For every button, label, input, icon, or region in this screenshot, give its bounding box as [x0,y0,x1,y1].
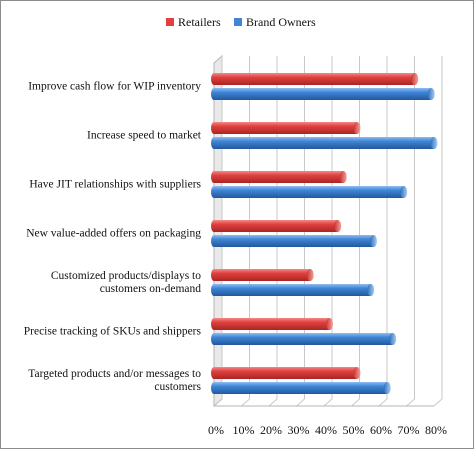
bar-cap [353,367,361,379]
bar-cap [326,318,333,330]
legend-swatch-retailers [166,18,174,26]
x-axis-ticks: 0% 10% 20% 30% 40% 50% 60% 70% 80% [208,423,447,437]
bar-body [214,382,388,394]
category-label: Targeted products and/or messages to [28,368,201,380]
bar-body [214,235,374,247]
bar-body [214,367,357,379]
x-tick-label: 50% [343,423,365,437]
category-labels: Improve cash flow for WIP inventory Incre… [24,81,202,394]
category-label: Customized products/displays to [51,270,201,282]
bar-retailers [211,73,419,85]
x-tick-label: 0% [208,423,224,437]
bar-brand-owners [211,186,408,198]
bar-cap [389,333,397,345]
bar-brand-owners [211,382,391,394]
bar-base [211,186,217,198]
bar-base [211,333,217,345]
bar-cap [334,220,342,232]
category-label: Increase speed to market [87,130,202,142]
bar-retailers [211,220,342,232]
bar-base [211,367,217,379]
bar-body [214,137,434,149]
bar-cap [383,382,391,394]
bar-base [211,220,217,232]
bar-brand-owners [211,235,377,247]
bar-base [211,382,217,394]
bar-retailers [211,367,361,379]
floor-gridline [268,398,278,407]
bar-body [214,333,393,345]
bar-cap [427,88,435,100]
bar-retailers [211,318,333,330]
bar-brand-owners [211,333,397,345]
bar-cap [370,235,377,247]
floor-gridline [406,398,415,407]
bar-body [214,88,432,100]
legend-label-brand-owners: Brand Owners [246,15,316,29]
bar-body [214,284,371,296]
bar-base [211,269,217,281]
bar-cap [353,122,361,134]
legend-swatch-brand-owners [234,18,242,26]
bar-body [214,186,404,198]
category-label: New value-added offers on packaging [26,228,201,240]
bar-body [214,269,311,281]
x-tick-label: 80% [425,423,447,437]
bar-retailers [211,171,347,183]
bar-base [211,235,217,247]
x-tick-label: 40% [315,423,337,437]
bar-cap [411,73,419,85]
x-tick-label: 20% [260,423,282,437]
category-label: Improve cash flow for WIP inventory [28,81,201,93]
bar-body [214,122,357,134]
floor-gridline [323,398,333,407]
bar-base [211,88,217,100]
floor-gridline [351,398,360,407]
bar-base [211,284,217,296]
category-label: Precise tracking of SKUs and shippers [24,326,202,338]
bar-base [211,73,217,85]
bar-brand-owners [211,137,438,149]
bar-cap [400,186,408,198]
floor-gridline [241,398,250,407]
bar-retailers [211,122,361,134]
x-tick-label: 30% [288,423,310,437]
bar-base [211,171,217,183]
bars [211,73,438,394]
bar-body [214,73,415,85]
category-label: customers [154,381,201,393]
bar-body [214,171,344,183]
category-label: customers on-demand [100,283,201,295]
bar-cap [339,171,347,183]
bar-retailers [211,269,314,281]
floor-gridline [296,398,305,407]
legend: Retailers Brand Owners [166,15,316,29]
floor-gridline [433,398,443,407]
floor-gridline [213,398,223,407]
bar-brand-owners [211,88,435,100]
bar-base [211,318,217,330]
floor-gridline [378,398,388,407]
legend-label-retailers: Retailers [178,15,221,29]
category-label: Have JIT relationships with suppliers [29,179,201,191]
bar-base [211,137,217,149]
x-tick-label: 70% [398,423,420,437]
x-tick-label: 60% [370,423,392,437]
bar-body [214,220,338,232]
bar-brand-owners [211,284,375,296]
bar-cap [367,284,375,296]
bar-body [214,318,330,330]
bar-cap [306,269,314,281]
x-tick-label: 10% [233,423,255,437]
bar-cap [430,137,438,149]
bar-base [211,122,217,134]
